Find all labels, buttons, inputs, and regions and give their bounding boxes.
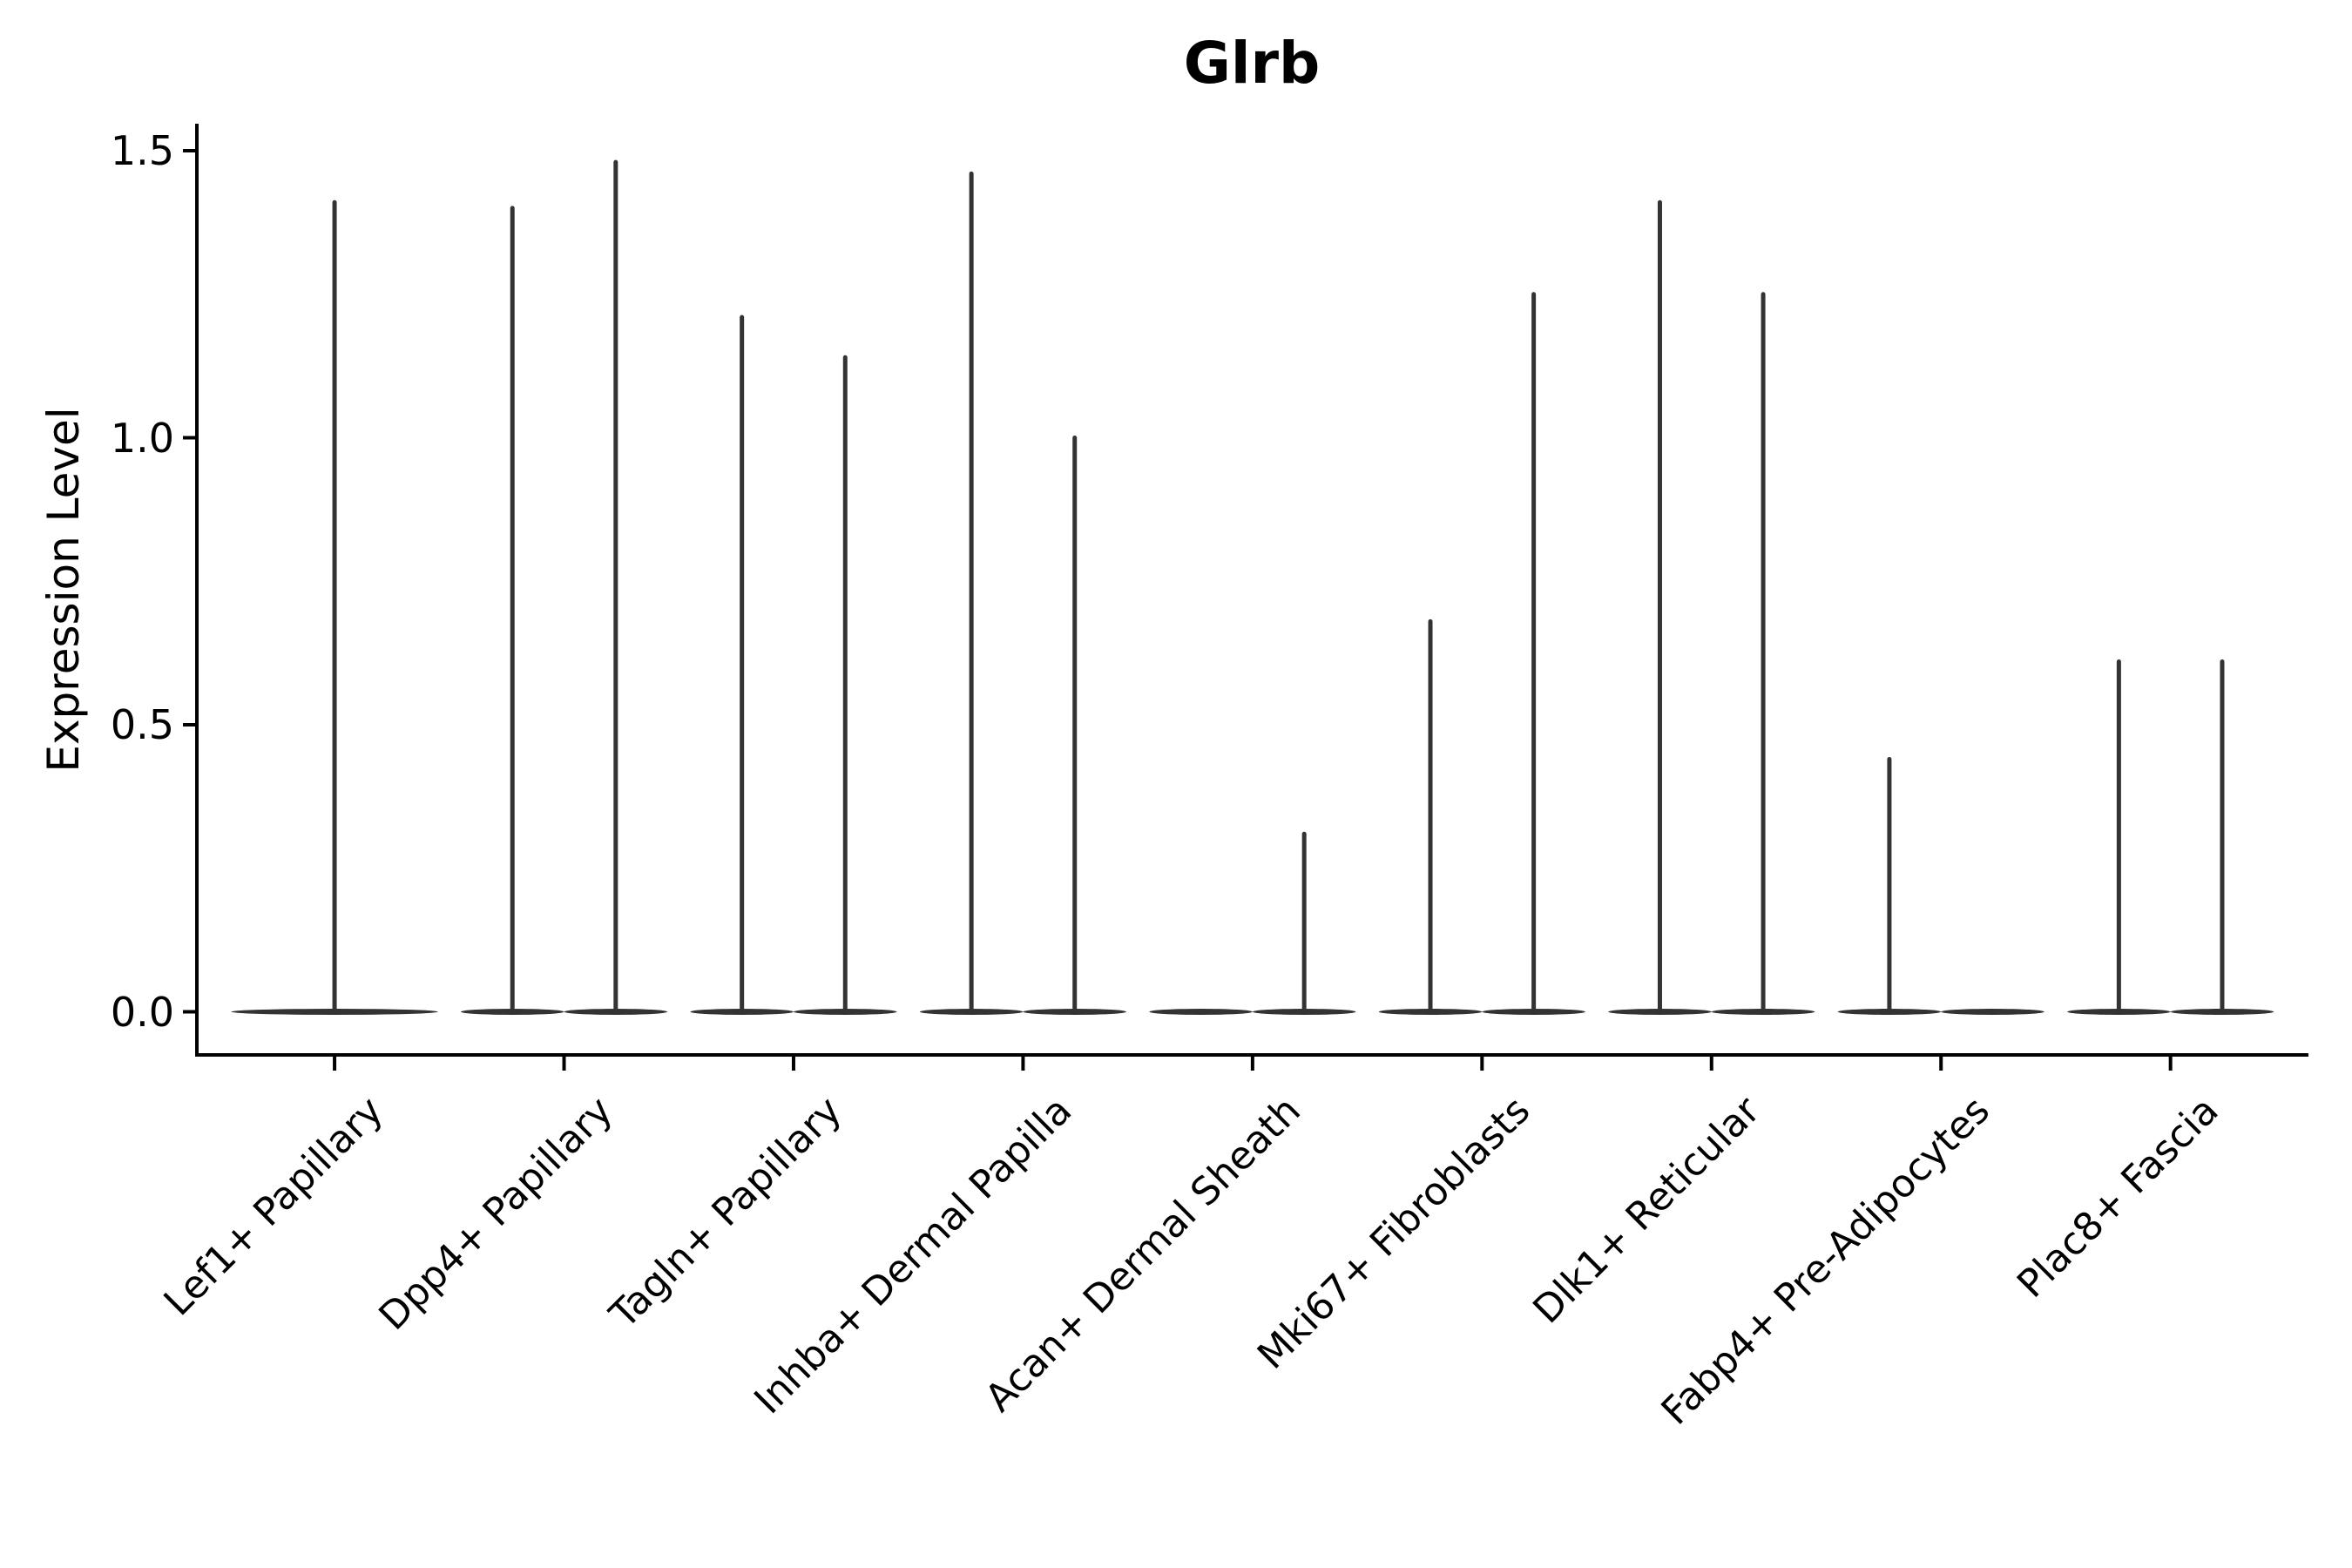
y-tick-label: 0.0 (110, 988, 174, 1036)
y-tick-label: 1.0 (110, 414, 174, 462)
chart-title: Glrb (1183, 30, 1321, 97)
y-tick-label: 0.5 (110, 701, 174, 748)
violin-base (1149, 1009, 1253, 1015)
y-tick-label: 1.5 (110, 127, 174, 174)
violin-base (1941, 1009, 2044, 1015)
